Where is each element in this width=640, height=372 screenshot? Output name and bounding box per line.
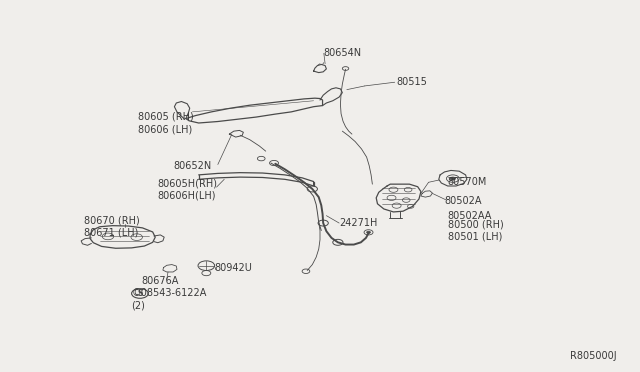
Text: 80942U: 80942U (214, 263, 253, 273)
Text: 80502AA: 80502AA (448, 211, 492, 221)
Text: 80670 (RH)
80671 (LH): 80670 (RH) 80671 (LH) (84, 215, 140, 238)
Circle shape (451, 177, 456, 180)
Text: 80502A: 80502A (445, 196, 482, 206)
Circle shape (367, 231, 371, 234)
Text: 80500 (RH)
80501 (LH): 80500 (RH) 80501 (LH) (448, 219, 504, 242)
Text: 80676A: 80676A (141, 276, 179, 285)
Text: 80654N: 80654N (323, 48, 362, 58)
Text: 80652N: 80652N (173, 161, 211, 171)
Text: R805000J: R805000J (570, 352, 617, 362)
Text: 80605 (RH)
80606 (LH): 80605 (RH) 80606 (LH) (138, 112, 194, 134)
Text: 80515: 80515 (397, 77, 428, 87)
Text: 80570M: 80570M (448, 177, 487, 187)
Text: ©08543-6122A
(2): ©08543-6122A (2) (132, 288, 207, 310)
Text: 80605H(RH)
80606H(LH): 80605H(RH) 80606H(LH) (157, 179, 217, 201)
Text: 24271H: 24271H (339, 218, 378, 228)
Text: S: S (137, 289, 143, 298)
